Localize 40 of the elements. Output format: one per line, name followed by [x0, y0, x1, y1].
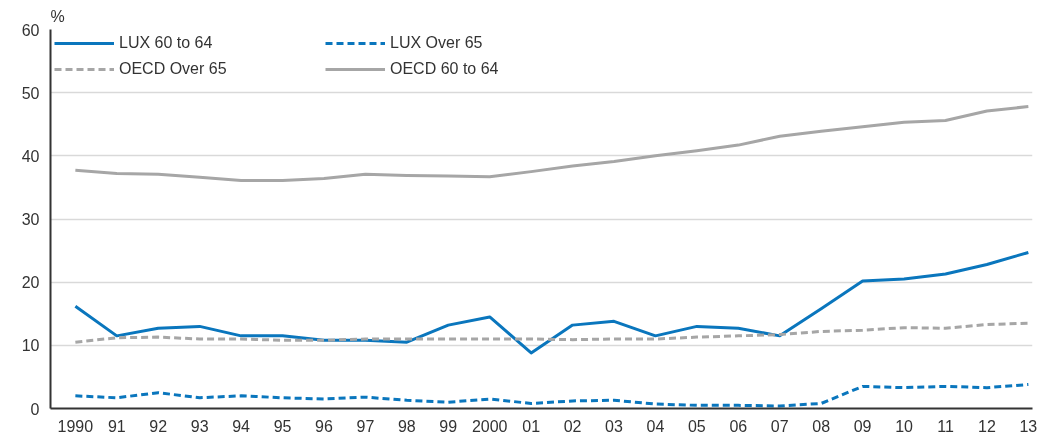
x-tick-label: 01 — [522, 417, 541, 435]
legend-label: OECD 60 to 64 — [390, 60, 500, 78]
x-tick-label: 12 — [978, 417, 996, 435]
y-tick-label: 20 — [21, 274, 40, 292]
y-tick-label: 60 — [21, 21, 40, 39]
x-tick-label: 07 — [770, 417, 789, 435]
line-series — [73, 105, 1030, 182]
x-tick-label: 03 — [605, 417, 624, 435]
y-tick-label: 10 — [21, 337, 40, 355]
x-tick-label: 93 — [190, 417, 209, 435]
x-tick-label: 98 — [397, 417, 416, 435]
x-tick-label: 06 — [729, 417, 748, 435]
y-tick-label: 0 — [30, 400, 40, 418]
x-tick-label: 02 — [563, 417, 582, 435]
x-tick-label: 09 — [853, 417, 872, 435]
x-tick-label: 92 — [149, 417, 168, 435]
x-tick-label: 05 — [687, 417, 706, 435]
legend-label: OECD Over 65 — [119, 60, 228, 78]
y-axis-title: % — [50, 7, 65, 25]
x-tick-label: 08 — [812, 417, 831, 435]
x-tick-label: 2000 — [471, 417, 508, 435]
x-tick-label: 13 — [1019, 417, 1038, 435]
y-tick-label: 50 — [21, 84, 40, 102]
x-tick-label: 10 — [895, 417, 914, 435]
legend-label: LUX 60 to 64 — [119, 34, 214, 52]
y-tick-label: 30 — [21, 211, 40, 228]
x-tick-label: 96 — [315, 417, 333, 435]
x-tick-label: 94 — [232, 417, 251, 435]
legend-label: LUX Over 65 — [390, 34, 484, 52]
x-tick-label: 99 — [439, 417, 458, 435]
y-tick-label: 40 — [21, 147, 40, 165]
x-tick-label: 97 — [356, 417, 375, 435]
line-series — [73, 250, 1030, 355]
x-tick-label: 11 — [937, 417, 954, 435]
x-tick-label: 95 — [273, 417, 292, 435]
x-tick-label: 1990 — [57, 417, 94, 435]
line-series — [73, 383, 1030, 408]
x-tick-label: 04 — [646, 417, 665, 435]
line-series — [73, 321, 1030, 344]
x-tick-label: 91 — [107, 417, 126, 435]
